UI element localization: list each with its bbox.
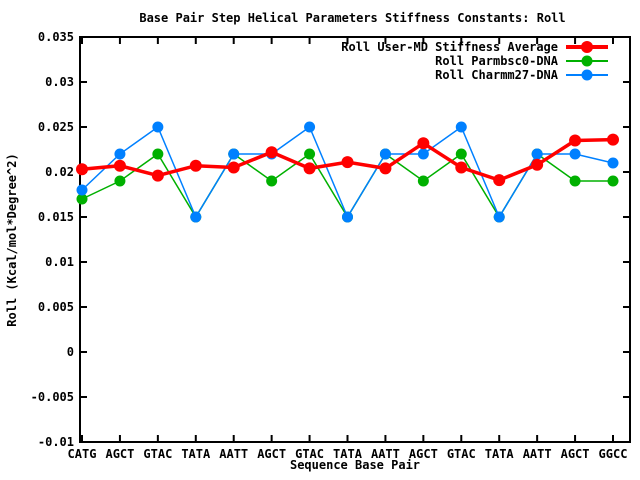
- legend-item-user-md-average: Roll User-MD Stiffness Average: [341, 40, 610, 54]
- legend-line-sample-icon: [566, 55, 608, 67]
- x-axis-title: Sequence Base Pair: [289, 458, 421, 472]
- x-tick-label: AATT: [219, 447, 249, 461]
- y-tick-label: 0.005: [37, 300, 74, 314]
- x-tick-label: GTAC: [143, 447, 173, 461]
- x-tick-label: AGCT: [257, 447, 287, 461]
- x-tick-label: AGCT: [408, 447, 438, 461]
- legend-item-charmm27-dna: Roll Charmm27-DNA: [341, 68, 610, 82]
- y-tick-label: 0.03: [45, 75, 74, 89]
- y-tick-label: 0.015: [37, 210, 74, 224]
- legend-label-parmbsc0-dna: Roll Parmbsc0-DNA: [435, 54, 558, 68]
- y-tick-label: -0.01: [37, 435, 74, 449]
- x-tick-label: TATA: [484, 447, 514, 461]
- y-tick-label: 0.02: [45, 165, 74, 179]
- chart-title: Base Pair Step Helical Parameters Stiffn…: [139, 11, 566, 25]
- y-tick-label: 0: [66, 345, 74, 359]
- y-tick-label: 0.035: [37, 30, 74, 44]
- legend-label-user-md-average: Roll User-MD Stiffness Average: [341, 40, 558, 54]
- y-tick-label: -0.005: [30, 390, 74, 404]
- x-tick-label: GGCC: [598, 447, 628, 461]
- legend-line-sample-icon: [566, 69, 608, 81]
- x-tick-label: GTAC: [295, 447, 325, 461]
- legend-item-parmbsc0-dna: Roll Parmbsc0-DNA: [341, 54, 610, 68]
- x-tick-label: GTAC: [446, 447, 476, 461]
- legend: Roll User-MD Stiffness Average Roll Parm…: [341, 40, 610, 82]
- legend-line-sample-icon: [566, 41, 608, 53]
- y-tick-label: 0.025: [37, 120, 74, 134]
- x-tick-label: TATA: [333, 447, 362, 461]
- x-tick-label: AATT: [370, 447, 400, 461]
- legend-label-charmm27-dna: Roll Charmm27-DNA: [435, 68, 558, 82]
- x-tick-label: AGCT: [560, 447, 590, 461]
- y-tick-label: 0.01: [45, 255, 74, 269]
- x-tick-label: CATG: [67, 447, 97, 461]
- x-tick-label: AATT: [522, 447, 552, 461]
- x-tick-label: AGCT: [105, 447, 135, 461]
- x-tick-label: TATA: [181, 447, 211, 461]
